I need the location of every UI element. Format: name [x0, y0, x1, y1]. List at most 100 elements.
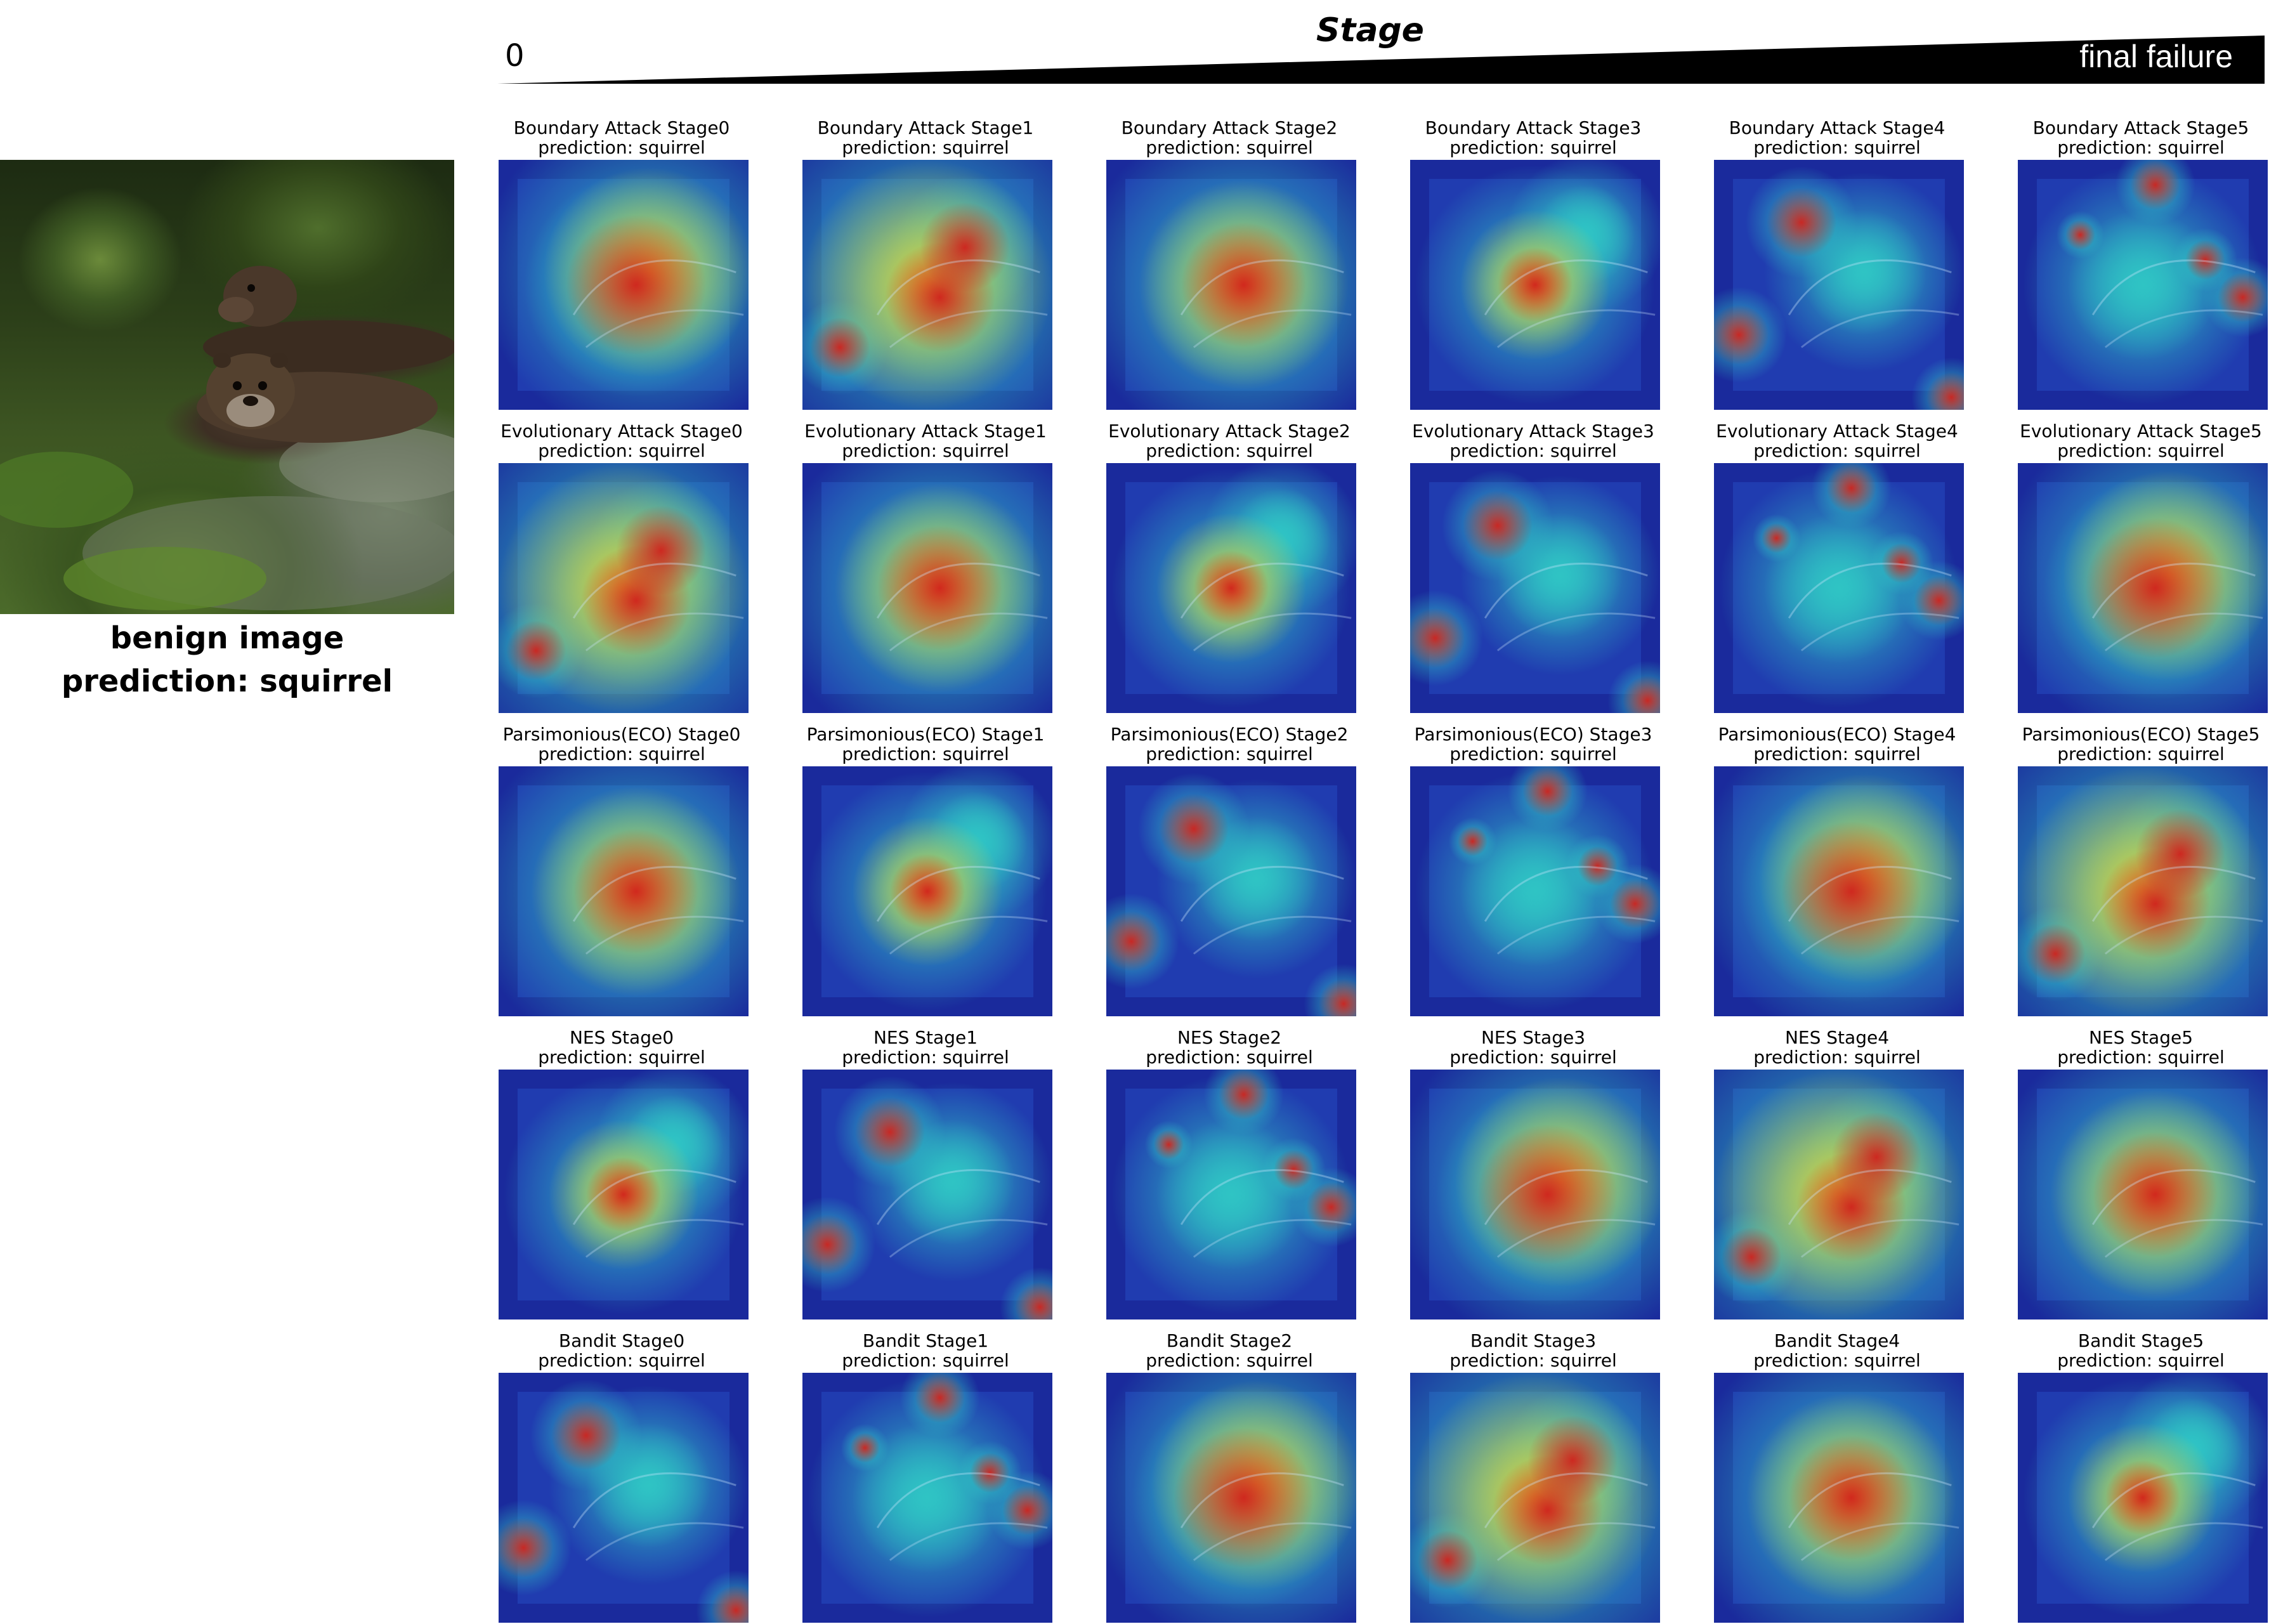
cell-title: NES Stage1	[873, 1027, 978, 1048]
cell-caption: Bandit Stage1 prediction: squirrel	[786, 1331, 1065, 1370]
cell-prediction: prediction: squirrel	[842, 137, 1009, 158]
gradcam-heatmap-image	[1106, 160, 1356, 410]
cell-caption: NES Stage0 prediction: squirrel	[482, 1028, 761, 1067]
gradcam-heatmap-image	[2018, 463, 2268, 713]
cell-caption: Boundary Attack Stage2 prediction: squirr…	[1090, 118, 1369, 157]
cell-title: Boundary Attack Stage3	[1425, 117, 1642, 138]
gradcam-heatmap-image	[1714, 463, 1964, 713]
cell-caption: Evolutionary Attack Stage1 prediction: sq…	[786, 421, 1065, 461]
gradcam-heatmap-image	[2018, 1070, 2268, 1320]
cell-prediction: prediction: squirrel	[538, 137, 705, 158]
cell-caption: Bandit Stage3 prediction: squirrel	[1394, 1331, 1673, 1370]
gradcam-heatmap-image	[1714, 1070, 1964, 1320]
cell-title: Parsimonious(ECO) Stage0	[502, 724, 741, 745]
heatmap-cell: Parsimonious(ECO) Stage1 prediction: squi…	[786, 719, 1065, 1018]
cell-caption: Boundary Attack Stage1 prediction: squirr…	[786, 118, 1065, 157]
gradcam-heatmap-image	[802, 1070, 1052, 1320]
heatmap-cell: Evolutionary Attack Stage2 prediction: sq…	[1090, 416, 1369, 714]
cell-title: Boundary Attack Stage4	[1729, 117, 1946, 138]
cell-title: Evolutionary Attack Stage5	[2020, 421, 2262, 442]
cell-title: Bandit Stage1	[862, 1330, 989, 1351]
benign-prediction: prediction: squirrel	[61, 664, 393, 699]
heatmap-cell: Evolutionary Attack Stage0 prediction: sq…	[482, 416, 761, 714]
gradcam-heatmap-image	[2018, 1373, 2268, 1623]
heatmap-cell: Bandit Stage4 prediction: squirrel	[1697, 1326, 1977, 1624]
cell-prediction: prediction: squirrel	[2057, 440, 2225, 461]
cell-caption: Evolutionary Attack Stage2 prediction: sq…	[1090, 421, 1369, 461]
cell-caption: Evolutionary Attack Stage4 prediction: sq…	[1697, 421, 1977, 461]
cell-title: Bandit Stage3	[1470, 1330, 1597, 1351]
cell-prediction: prediction: squirrel	[842, 743, 1009, 764]
heatmap-cell: NES Stage3 prediction: squirrel	[1394, 1023, 1673, 1321]
stage-start-label: 0	[505, 38, 525, 74]
cell-caption: Parsimonious(ECO) Stage0 prediction: squi…	[482, 724, 761, 764]
gradcam-heatmap-image	[1410, 1373, 1660, 1623]
cell-prediction: prediction: squirrel	[538, 1047, 705, 1068]
heatmap-cell: Parsimonious(ECO) Stage5 prediction: squi…	[2001, 719, 2276, 1018]
gradcam-heatmap-image	[802, 766, 1052, 1016]
cell-caption: Bandit Stage5 prediction: squirrel	[2001, 1331, 2276, 1370]
heatmap-cell: NES Stage1 prediction: squirrel	[786, 1023, 1065, 1321]
gradcam-heatmap-image	[1714, 1373, 1964, 1623]
cell-prediction: prediction: squirrel	[1449, 743, 1617, 764]
heatmap-cell: Bandit Stage5 prediction: squirrel	[2001, 1326, 2276, 1624]
gradcam-heatmap-image	[499, 766, 749, 1016]
cell-caption: Parsimonious(ECO) Stage3 prediction: squi…	[1394, 724, 1673, 764]
cell-prediction: prediction: squirrel	[842, 1047, 1009, 1068]
cell-title: Parsimonious(ECO) Stage5	[2022, 724, 2260, 745]
cell-prediction: prediction: squirrel	[1753, 743, 1921, 764]
heatmap-cell: Evolutionary Attack Stage3 prediction: sq…	[1394, 416, 1673, 714]
gradcam-heatmap-image	[1410, 160, 1660, 410]
cell-title: Evolutionary Attack Stage2	[1108, 421, 1351, 442]
cell-caption: NES Stage1 prediction: squirrel	[786, 1028, 1065, 1067]
gradcam-heatmap-image	[1714, 766, 1964, 1016]
heatmap-cell: NES Stage5 prediction: squirrel	[2001, 1023, 2276, 1321]
cell-prediction: prediction: squirrel	[538, 743, 705, 764]
cell-prediction: prediction: squirrel	[1146, 440, 1313, 461]
cell-caption: NES Stage3 prediction: squirrel	[1394, 1028, 1673, 1067]
gradcam-heatmap-image	[1410, 1070, 1660, 1320]
gradcam-heatmap-image	[2018, 766, 2268, 1016]
gradcam-heatmap-image	[802, 160, 1052, 410]
cell-prediction: prediction: squirrel	[842, 440, 1009, 461]
cell-caption: Parsimonious(ECO) Stage4 prediction: squi…	[1697, 724, 1977, 764]
cell-title: Bandit Stage2	[1166, 1330, 1293, 1351]
heatmap-cell: NES Stage4 prediction: squirrel	[1697, 1023, 1977, 1321]
cell-prediction: prediction: squirrel	[1146, 743, 1313, 764]
cell-prediction: prediction: squirrel	[538, 440, 705, 461]
benign-otter-photo	[0, 160, 454, 614]
cell-caption: Boundary Attack Stage3 prediction: squirr…	[1394, 118, 1673, 157]
heatmap-cell: Evolutionary Attack Stage4 prediction: sq…	[1697, 416, 1977, 714]
cell-caption: Evolutionary Attack Stage3 prediction: sq…	[1394, 421, 1673, 461]
cell-caption: NES Stage2 prediction: squirrel	[1090, 1028, 1369, 1067]
gradcam-heatmap-image	[1106, 463, 1356, 713]
gradcam-heatmap-image	[499, 1070, 749, 1320]
heatmap-cell: Boundary Attack Stage2 prediction: squirr…	[1090, 113, 1369, 411]
gradcam-heatmap-image	[499, 160, 749, 410]
cell-caption: Evolutionary Attack Stage0 prediction: sq…	[482, 421, 761, 461]
heatmap-cell: NES Stage2 prediction: squirrel	[1090, 1023, 1369, 1321]
cell-caption: Parsimonious(ECO) Stage5 prediction: squi…	[2001, 724, 2276, 764]
heatmap-cell: Bandit Stage1 prediction: squirrel	[786, 1326, 1065, 1624]
cell-title: Bandit Stage0	[558, 1330, 685, 1351]
cell-title: Bandit Stage4	[1774, 1330, 1900, 1351]
cell-title: Boundary Attack Stage1	[817, 117, 1034, 138]
cell-prediction: prediction: squirrel	[2057, 1047, 2225, 1068]
heatmap-cell: Parsimonious(ECO) Stage3 prediction: squi…	[1394, 719, 1673, 1018]
heatmap-cell: Bandit Stage3 prediction: squirrel	[1394, 1326, 1673, 1624]
cell-prediction: prediction: squirrel	[1753, 440, 1921, 461]
heatmap-cell: Parsimonious(ECO) Stage0 prediction: squi…	[482, 719, 761, 1018]
gradcam-heatmap-image	[1106, 766, 1356, 1016]
cell-caption: Boundary Attack Stage0 prediction: squirr…	[482, 118, 761, 157]
cell-prediction: prediction: squirrel	[1753, 1047, 1921, 1068]
cell-caption: Parsimonious(ECO) Stage2 prediction: squi…	[1090, 724, 1369, 764]
cell-title: Evolutionary Attack Stage3	[1412, 421, 1654, 442]
cell-title: Parsimonious(ECO) Stage4	[1718, 724, 1956, 745]
cell-prediction: prediction: squirrel	[1146, 1047, 1313, 1068]
cell-caption: NES Stage5 prediction: squirrel	[2001, 1028, 2276, 1067]
heatmap-cell: Evolutionary Attack Stage5 prediction: sq…	[2001, 416, 2276, 714]
cell-prediction: prediction: squirrel	[2057, 1350, 2225, 1371]
heatmap-cell: Boundary Attack Stage0 prediction: squirr…	[482, 113, 761, 411]
stage-axis-header: Stage 0 final failure	[0, 0, 2276, 95]
heatmap-cell: Boundary Attack Stage5 prediction: squirr…	[2001, 113, 2276, 411]
